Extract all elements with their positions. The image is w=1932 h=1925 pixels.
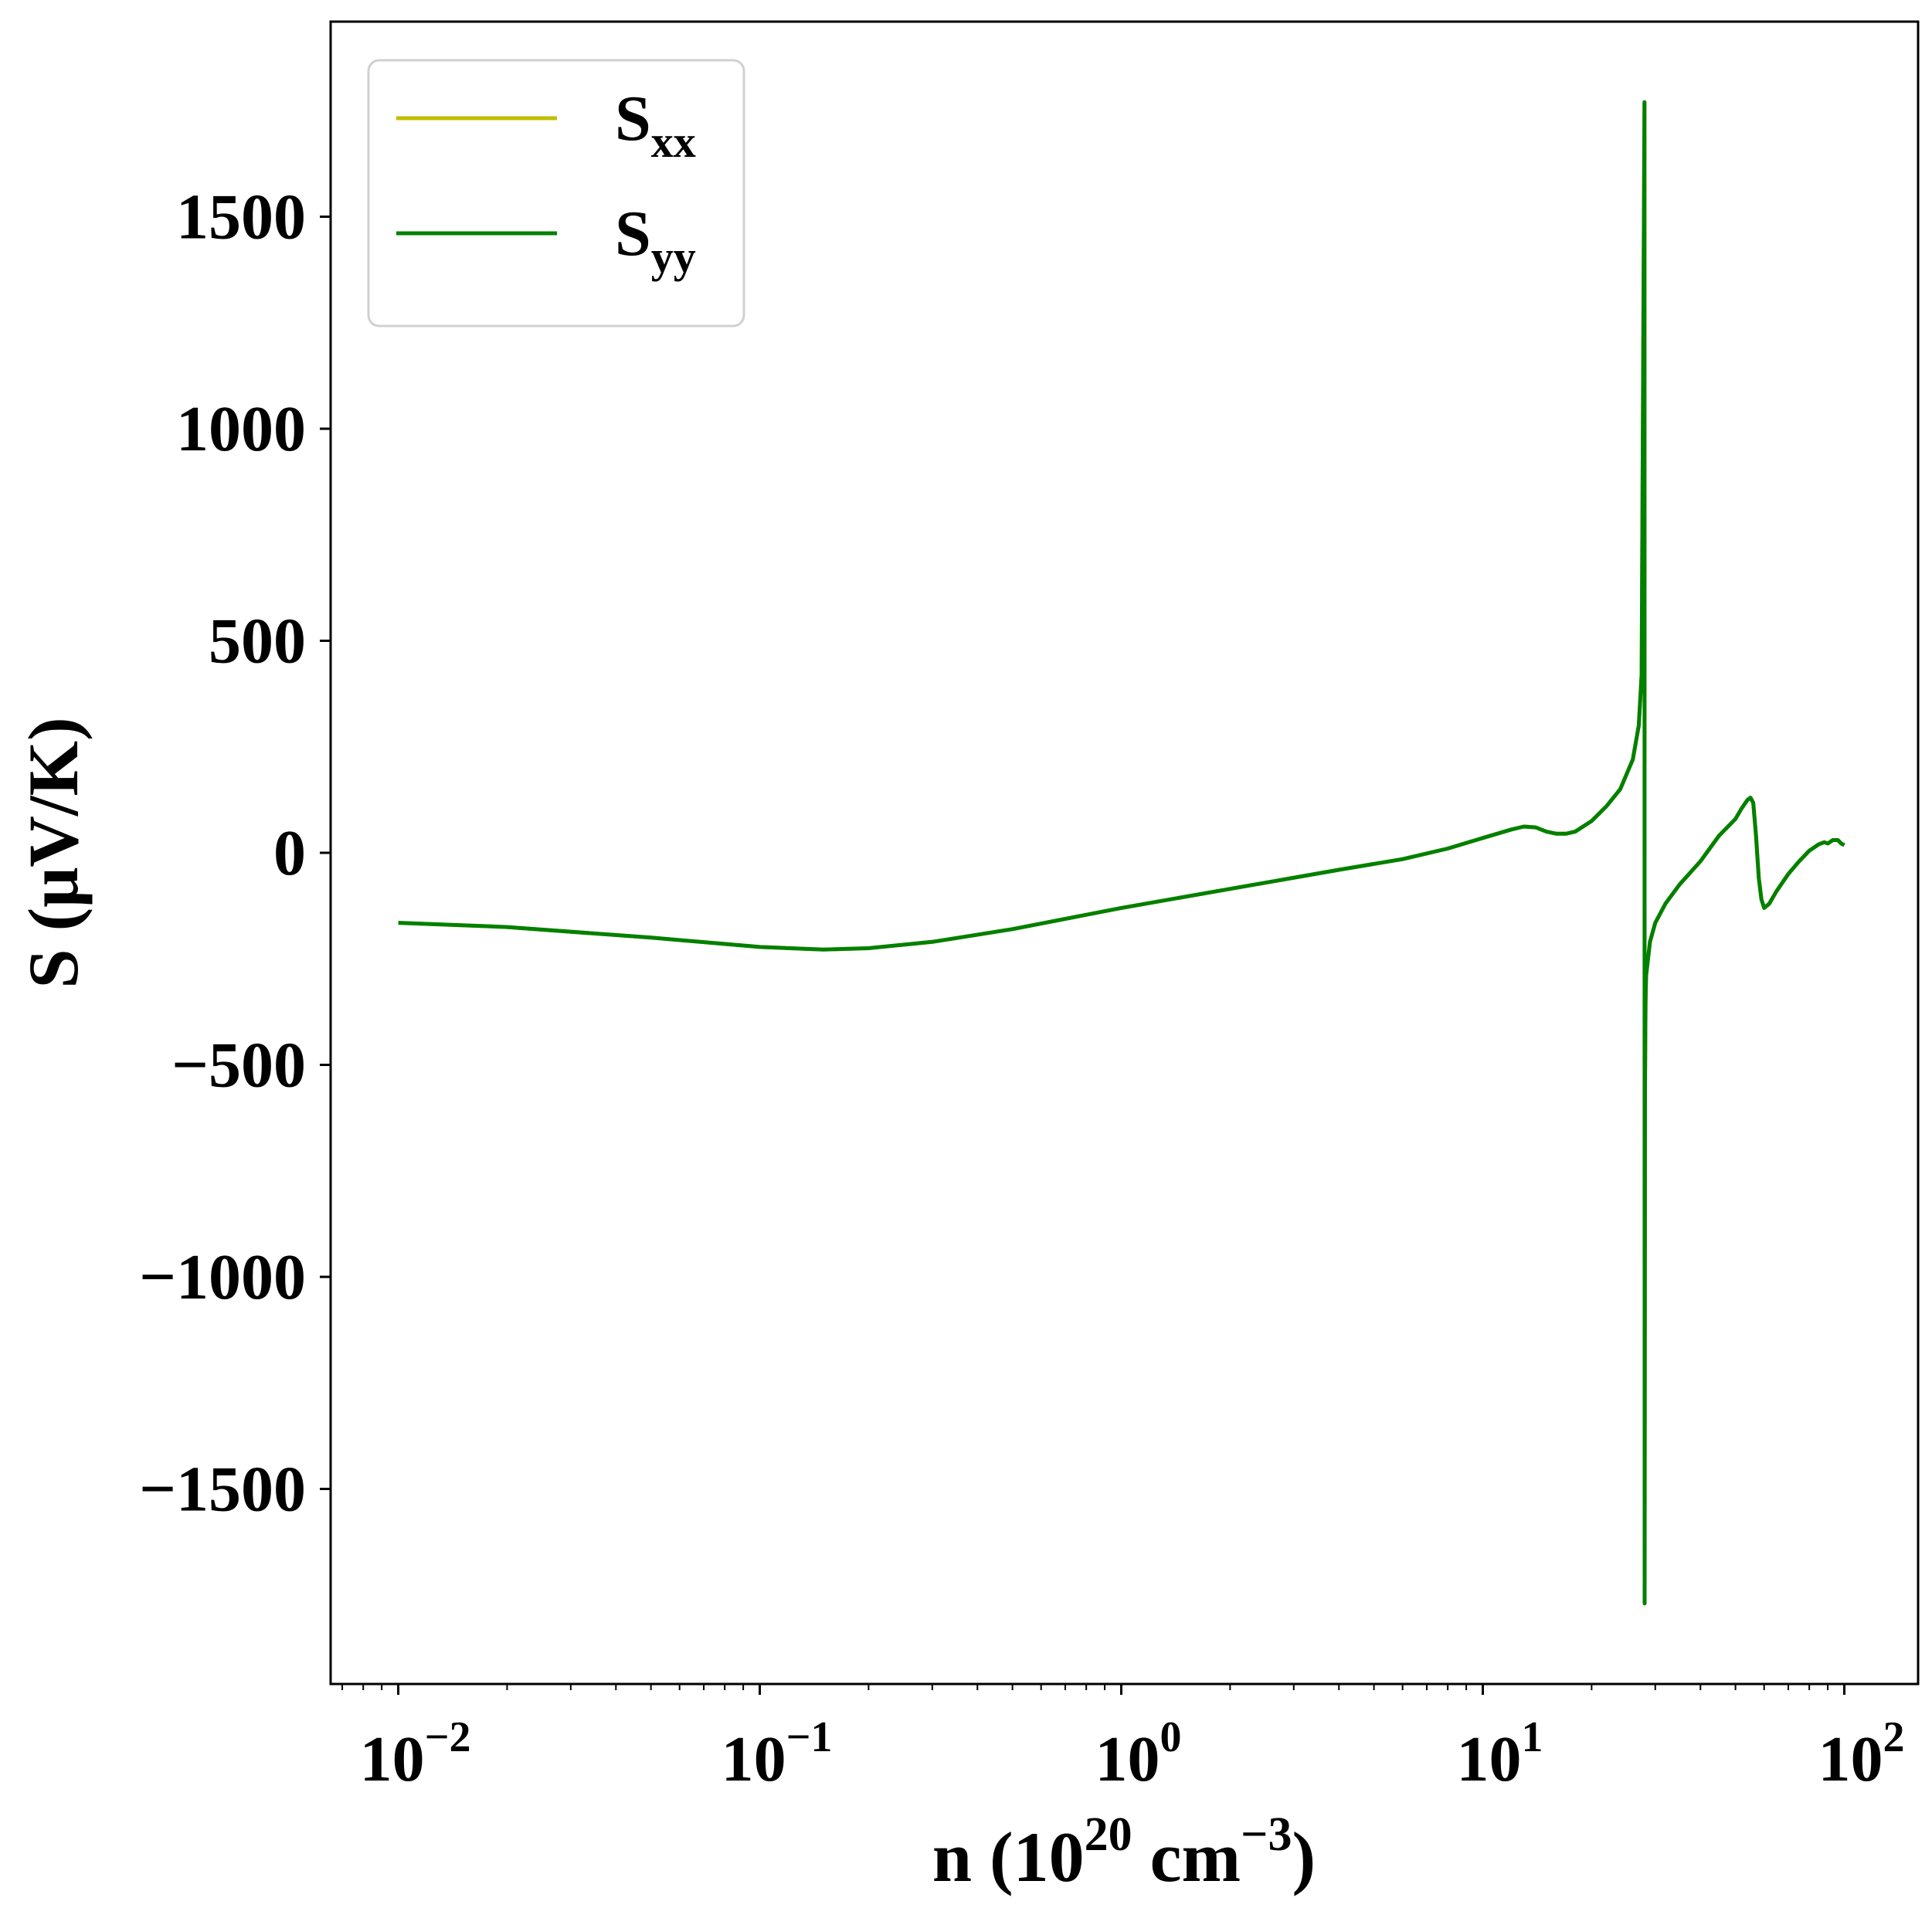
x-tick-label: 102 [1818,1713,1904,1795]
legend-subscript: yy [651,232,696,282]
x-tick-exponent: 0 [1160,1713,1182,1761]
y-tick-label: 500 [209,606,306,677]
x-tick-exponent: −2 [425,1713,471,1761]
x-tick-label: 100 [1095,1713,1182,1795]
plot-frame [329,20,1920,1686]
x-tick-label: 10−1 [722,1713,833,1795]
legend-entry: Sxx [615,83,696,167]
legend-entry: Syy [615,198,696,282]
x-tick-base: 10 [722,1723,786,1795]
series-line-syy [398,100,1845,1606]
x-axis-title: n (1020 cm−3) [932,1808,1316,1896]
y-tick-label: 0 [273,817,306,889]
y-axis-title: S (μV/K) [14,717,93,988]
y-tick-label: −500 [171,1029,306,1101]
x-tick-exponent: 2 [1883,1713,1904,1761]
legend-box [367,59,745,328]
y-tick-label: 1500 [176,182,306,253]
x-axis-title-base: n (10 [932,1818,1085,1896]
x-tick-base: 10 [1818,1723,1883,1795]
x-axis-title-sup2: −3 [1241,1808,1292,1861]
x-tick-exponent: −1 [786,1713,833,1761]
x-axis-title-sup1: 20 [1085,1808,1132,1861]
y-tick-label: −1000 [139,1241,306,1313]
legend-subscript: xx [651,117,696,167]
legend-symbol: S [615,83,651,154]
x-tick-label: 101 [1456,1713,1543,1795]
x-axis-title-end: ) [1292,1818,1316,1896]
x-tick-label: 10−2 [360,1713,471,1795]
x-axis-title-mid: cm [1132,1818,1241,1896]
y-tick-label: 1000 [176,393,306,465]
y-tick-label: −1500 [139,1453,306,1525]
x-tick-exponent: 1 [1521,1713,1543,1761]
x-tick-base: 10 [1095,1723,1160,1795]
x-tick-base: 10 [360,1723,425,1795]
series-layer [398,100,1845,1606]
x-tick-base: 10 [1456,1723,1521,1795]
legend-symbol: S [615,198,651,270]
